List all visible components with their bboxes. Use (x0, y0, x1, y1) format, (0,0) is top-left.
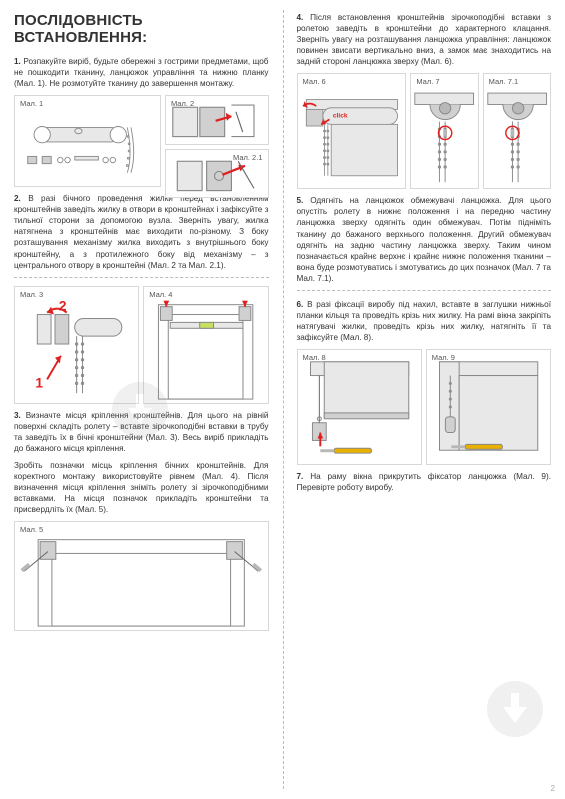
watermark-left (110, 380, 170, 440)
figrow-8-9: Мал. 8 Мал. 9 (297, 349, 552, 465)
figure-6: Мал. 6 click (297, 73, 407, 189)
figure-1: Мал. 1 (14, 95, 161, 187)
fig2-caption: Мал. 2 (171, 99, 194, 108)
para-1: 1. Розпакуйте виріб, будьте обережні з г… (14, 56, 269, 89)
left-column: ПОСЛІДОВНІСТЬ ВСТАНОВЛЕННЯ: 1. Розпакуйт… (0, 0, 283, 799)
svg-text:1: 1 (35, 375, 43, 390)
num-6: 6. (297, 300, 304, 309)
watermark-right (485, 679, 545, 739)
fig4-caption: Мал. 4 (149, 290, 172, 299)
click-label: click (332, 113, 347, 120)
figure-8: Мал. 8 (297, 349, 422, 465)
fig8-svg (298, 350, 421, 464)
figrow-1-2: Мал. 1 (14, 95, 269, 187)
num-7: 7. (297, 472, 304, 481)
figure-5: Мал. 5 (14, 521, 269, 631)
para-5: 5. Одягніть на ланцюжок обмежувачі ланцю… (297, 195, 552, 284)
figrow-6-7: Мал. 6 click Мал. 7 (297, 73, 552, 189)
fig3-caption: Мал. 3 (20, 290, 43, 299)
text-6: В разі фіксації виробу під нахил, вставт… (297, 300, 552, 342)
right-column: 4. Після встановлення кронштейнів зірочк… (283, 0, 565, 799)
text-5: Одягніть на ланцюжок обмежувачі ланцюжка… (297, 196, 552, 282)
fig9-caption: Мал. 9 (432, 353, 455, 362)
figure-7: Мал. 7 (410, 73, 478, 189)
num-1: 1. (14, 57, 21, 66)
fig6-caption: Мал. 6 (303, 77, 326, 86)
text-2: В разі бічного проведення жилки перед вс… (14, 194, 269, 269)
para-3b: Зробіть позначки місць кріплення бічних … (14, 460, 269, 515)
text-7: На раму вікна прикрутить фіксатор ланцюж… (297, 472, 551, 492)
left-h-divider (14, 277, 269, 278)
para-7: 7. На раму вікна прикрутить фіксатор лан… (297, 471, 552, 493)
figure-2: Мал. 2 (165, 95, 269, 144)
para-6: 6. В разі фіксації виробу під нахил, вст… (297, 299, 552, 343)
figure-9: Мал. 9 (426, 349, 551, 465)
fig71-svg (484, 74, 550, 188)
figure-7-1: Мал. 7.1 (483, 73, 551, 189)
figure-2-1: Мал. 2.1 (165, 149, 269, 198)
num-2: 2. (14, 194, 21, 203)
page-number: 2 (551, 784, 555, 793)
para-4: 4. Після встановлення кронштейнів зірочк… (297, 12, 552, 67)
fig7-svg (411, 74, 477, 188)
fig71-caption: Мал. 7.1 (489, 77, 518, 86)
fig1-caption: Мал. 1 (20, 99, 43, 108)
text-3b: Зробіть позначки місць кріплення бічних … (14, 461, 269, 514)
right-h-divider (297, 290, 552, 291)
fig8-caption: Мал. 8 (303, 353, 326, 362)
page-title: ПОСЛІДОВНІСТЬ ВСТАНОВЛЕННЯ: (14, 12, 269, 46)
text-4: Після встановлення кронштейнів зірочкопо… (297, 13, 552, 66)
fig7-caption: Мал. 7 (416, 77, 439, 86)
fig5-caption: Мал. 5 (20, 525, 43, 534)
fig1-svg (15, 96, 160, 186)
fig9-svg (427, 350, 550, 464)
num-3: 3. (14, 411, 21, 420)
fig6-svg: click (298, 74, 406, 188)
fig21-caption: Мал. 2.1 (233, 153, 262, 162)
fig5-svg (15, 522, 268, 630)
num-4: 4. (297, 13, 304, 22)
num-5: 5. (297, 196, 304, 205)
figrow-5: Мал. 5 (14, 521, 269, 631)
text-1: Розпакуйте виріб, будьте обережні з гост… (14, 57, 269, 88)
para-2: 2. В разі бічного проведення жилки перед… (14, 193, 269, 270)
